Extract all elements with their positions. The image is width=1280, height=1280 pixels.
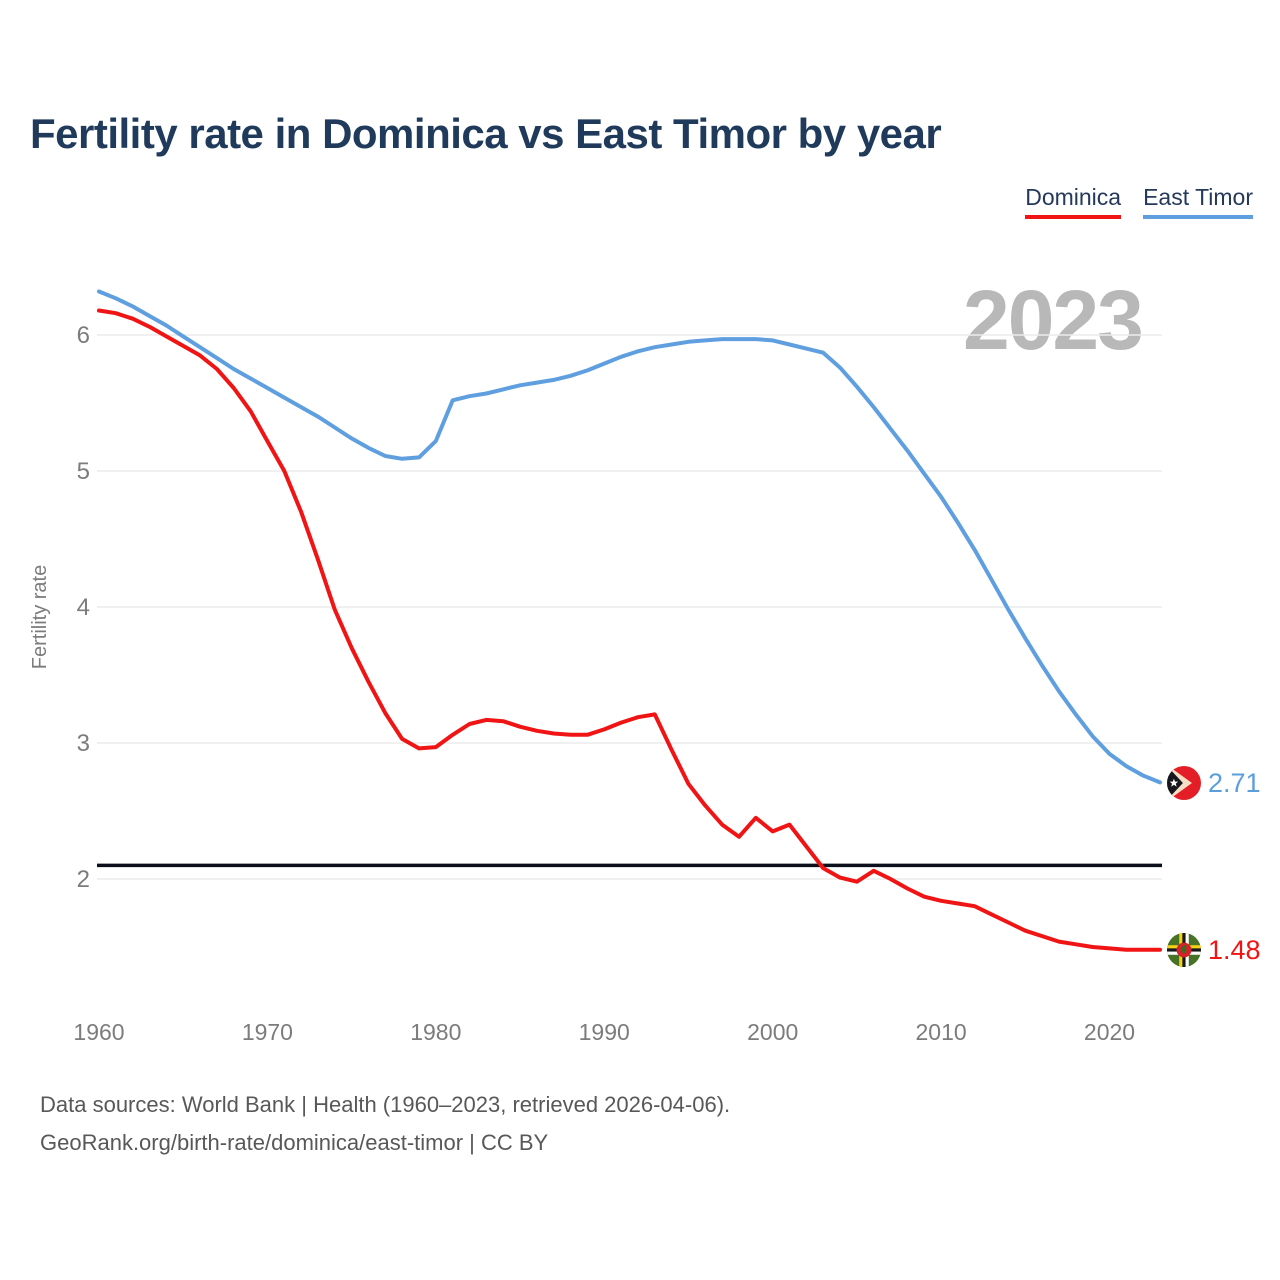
y-tick-label: 4 [77,594,90,621]
y-tick-label: 2 [77,866,90,893]
legend-item-dominica[interactable]: Dominica [1025,184,1122,219]
y-tick-label: 6 [77,322,90,349]
x-tick-label: 1970 [242,1019,293,1045]
dominica-value-label: 1.48 [1208,934,1261,965]
page-title: Fertility rate in Dominica vs East Timor… [30,110,942,157]
x-tick-label: 2010 [916,1019,967,1045]
end-label-east-timor: 2.71 [1167,766,1261,800]
x-tick-label: 1960 [73,1019,124,1045]
end-label-dominica: 1.48 [1167,933,1261,967]
x-tick-label: 1990 [579,1019,630,1045]
footer-sources-line: Data sources: World Bank | Health (1960–… [40,1092,731,1117]
series-line-dominica [97,308,1162,952]
y-tick-label: 5 [77,458,90,485]
y-tick-label: 3 [77,730,90,757]
legend-item-east-timor[interactable]: East Timor [1143,184,1253,219]
footer-attribution-line: GeoRank.org/birth-rate/dominica/east-tim… [40,1130,549,1155]
east-timor-value-label: 2.71 [1208,767,1261,798]
x-tick-label: 1980 [410,1019,461,1045]
footer: Data sources: World Bank | Health (1960–… [40,1086,730,1162]
x-tick-label: 2020 [1084,1019,1135,1045]
dominica-flag-icon [1167,933,1201,967]
watermark-year: 2023 [963,273,1144,367]
legend: Dominica East Timor [1025,184,1253,219]
east-timor-flag-icon [1167,766,1201,800]
series-line-east-timor [97,289,1162,785]
x-tick-label: 2000 [747,1019,798,1045]
